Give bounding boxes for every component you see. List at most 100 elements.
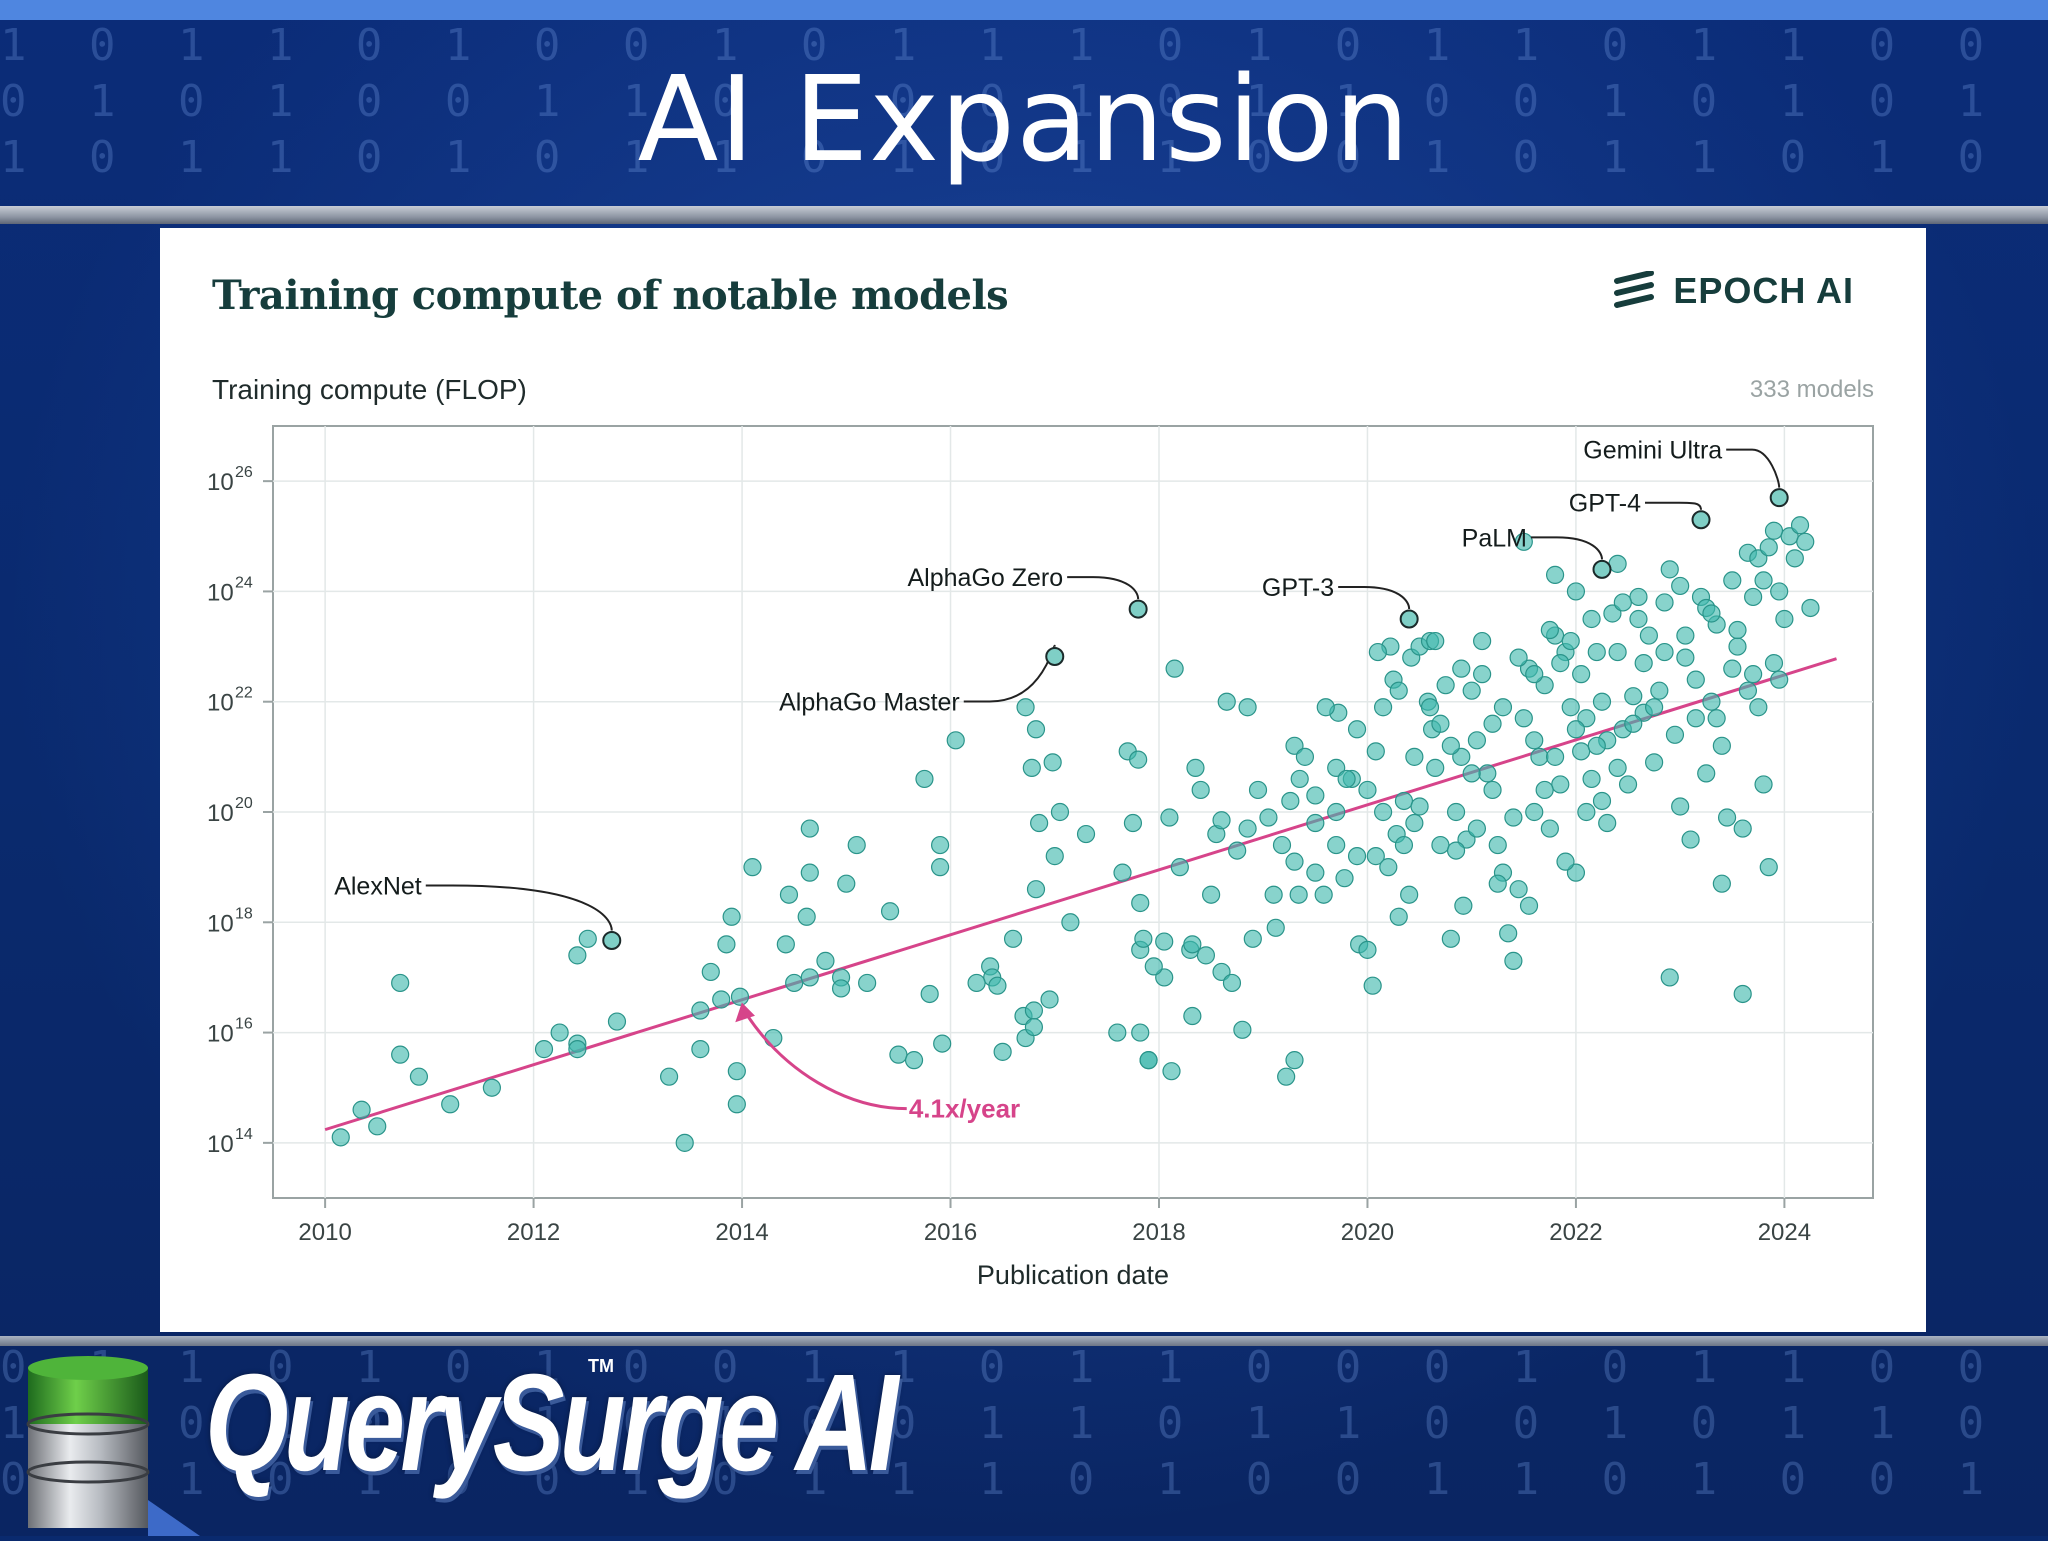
scatter-point: [1467, 731, 1487, 750]
scatter-point: [1483, 780, 1502, 800]
scatter-point: [1540, 819, 1559, 838]
x-tick-label: 2020: [1341, 1219, 1394, 1246]
scatter-point: [1535, 676, 1554, 695]
chart-card: 2010 2012 2014 2016 2018 2020 2022 2024 10 14 10 16…: [160, 228, 1926, 1332]
y-tick-label: 10: [207, 469, 234, 496]
scatter-point: [1462, 681, 1481, 700]
scatter-point: [1024, 1001, 1044, 1020]
scatter-point: [1446, 802, 1466, 822]
scatter-point: [1238, 698, 1257, 717]
scatter-point: [1728, 637, 1747, 656]
scatter-point: [1285, 736, 1304, 755]
scatter-point: [1295, 747, 1315, 766]
scatter-point: [1582, 769, 1601, 789]
scatter-point: [1347, 720, 1367, 739]
x-tick-label: 2010: [298, 1219, 351, 1246]
scatter-point: [1155, 968, 1174, 987]
scatter-point: [1043, 753, 1062, 772]
scatter-point: [1655, 593, 1674, 612]
scatter-point: [1592, 791, 1612, 811]
model-label: GPT-4: [1569, 490, 1641, 518]
scatter-point: [1754, 571, 1773, 590]
y-tick-exponent: 20: [235, 795, 253, 812]
scatter-point: [915, 769, 934, 789]
scatter-point: [1801, 598, 1820, 618]
scatter-point: [1394, 835, 1414, 855]
scatter-point: [1759, 538, 1778, 557]
scatter-point: [1441, 736, 1460, 755]
scatter-point: [1337, 769, 1356, 789]
scatter-point: [1749, 698, 1768, 717]
scatter-point: [1129, 750, 1148, 769]
highlighted-point: [1769, 488, 1789, 508]
scatter-point: [1212, 962, 1231, 982]
scatter-point: [1613, 593, 1632, 612]
y-tick-exponent: 26: [235, 464, 253, 481]
scatter-point: [1281, 791, 1300, 811]
scatter-point: [1566, 720, 1586, 739]
scatter-point: [1712, 736, 1731, 755]
y-tick-label: 10: [207, 579, 234, 606]
x-tick-label: 2018: [1132, 1219, 1185, 1246]
model-count: 333 models: [1749, 376, 1874, 403]
scatter-point: [1702, 692, 1721, 711]
scatter-point: [1431, 714, 1450, 733]
scatter-point: [1483, 714, 1502, 733]
y-axis-label: Training compute (FLOP): [212, 374, 527, 405]
scatter-point: [1003, 929, 1023, 948]
scatter-point: [1660, 560, 1679, 579]
scatter-point: [1525, 731, 1544, 750]
y-tick-label: 10: [207, 1021, 234, 1048]
scatter-point: [1723, 659, 1742, 678]
scatter-point: [1285, 852, 1304, 871]
scatter-point: [1366, 847, 1385, 866]
scatter-point: [931, 858, 950, 877]
scatter-point: [1436, 676, 1455, 695]
scatter-point: [1358, 940, 1377, 959]
model-label: GPT-3: [1262, 574, 1334, 602]
scatter-point: [1785, 549, 1804, 568]
scatter-point: [659, 1067, 679, 1086]
scatter-point: [858, 973, 877, 993]
scatter-point: [722, 907, 741, 926]
scatter-point: [933, 1034, 952, 1053]
scatter-point: [1545, 565, 1565, 584]
scatter-point: [1733, 819, 1752, 838]
callout-line: [1530, 536, 1603, 560]
scatter-point: [1796, 532, 1815, 551]
scatter-point: [1749, 549, 1768, 568]
scatter-point: [1389, 907, 1408, 926]
scatter-point: [1389, 681, 1408, 700]
scatter-point: [352, 1100, 371, 1119]
scatter-point: [1259, 808, 1278, 827]
trend-arrowhead: [735, 1002, 755, 1023]
scatter-point: [1744, 665, 1763, 684]
scatter-point: [1577, 802, 1596, 822]
scatter-point: [816, 951, 835, 970]
y-tick-label: 10: [207, 910, 234, 937]
scatter-point: [1405, 747, 1424, 766]
scatter-point: [1368, 642, 1387, 662]
y-tick-exponent: 16: [235, 1016, 253, 1033]
scatter-point: [1551, 775, 1570, 794]
scatter-point: [831, 979, 851, 998]
scatter-point: [1183, 1006, 1202, 1026]
epoch-ai-brand: EPOCH AI: [1613, 270, 1854, 312]
scatter-point: [837, 874, 856, 893]
scatter-point: [1212, 811, 1231, 830]
scatter-point: [1551, 654, 1570, 673]
scatter-point: [1561, 698, 1580, 717]
y-tick-exponent: 22: [235, 685, 253, 702]
scatter-point: [1040, 990, 1059, 1009]
scatter-point: [1598, 813, 1617, 833]
scatter-point: [1473, 631, 1492, 651]
scatter-point: [1272, 835, 1292, 855]
scatter-point: [607, 1012, 627, 1031]
scatter-point: [1686, 670, 1705, 689]
scatter-point: [1196, 946, 1215, 965]
scatter-point: [568, 1040, 587, 1059]
slide-title: AI Expansion: [637, 50, 1411, 188]
x-axis-label: Publication date: [977, 1260, 1169, 1290]
scatter-point: [1665, 725, 1685, 744]
scatter-point: [1514, 532, 1533, 551]
